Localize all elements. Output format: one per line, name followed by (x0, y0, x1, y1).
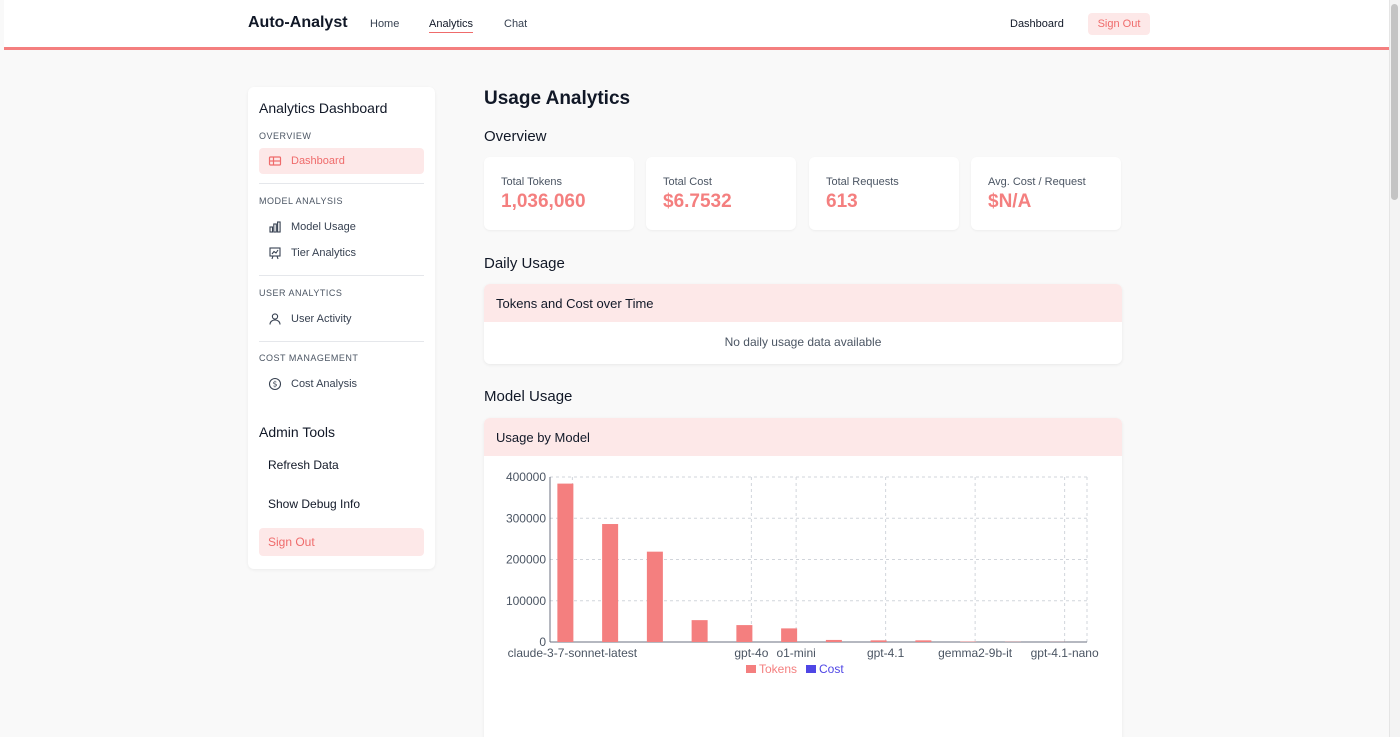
bar-tokens (915, 640, 932, 642)
sidebar-section-overview: OVERVIEW (259, 131, 312, 141)
stat-card-avg-cost: Avg. Cost / Request $N/A (971, 157, 1121, 230)
sidebar-item-user-activity[interactable]: User Activity (259, 306, 424, 332)
dollar-circle-icon: $ (268, 377, 282, 391)
sidebar-section-user-analytics: USER ANALYTICS (259, 288, 343, 298)
stat-label: Total Cost (663, 176, 712, 188)
brand-logo[interactable]: Auto-Analyst (248, 14, 348, 31)
usage-by-model-chart: 0 100000 200000 300000 400000 claude-3-7-sonn… (506, 470, 1099, 676)
x-tick-label: gpt-4.1 (867, 646, 905, 660)
table-icon (268, 154, 282, 168)
sidebar-item-label: Tier Analytics (291, 247, 357, 259)
legend-swatch-cost (806, 665, 816, 673)
nav-home-link[interactable]: Home (370, 18, 400, 30)
bar-tokens (781, 628, 798, 642)
legend-swatch-tokens (746, 665, 756, 673)
bar-tokens (646, 551, 663, 642)
bar-tokens (602, 524, 619, 642)
x-tick-label: o1-mini (776, 646, 815, 660)
sidebar-item-label: Model Usage (291, 221, 356, 233)
bar-tokens (825, 639, 842, 642)
y-tick-label: 0 (539, 635, 546, 649)
legend-label-tokens: Tokens (759, 662, 797, 676)
sidebar-item-label: User Activity (291, 313, 352, 325)
daily-usage-heading: Daily Usage (484, 255, 565, 272)
stat-label: Avg. Cost / Request (988, 176, 1086, 188)
bar-tokens (870, 640, 887, 642)
model-usage-panel: Usage by Model 0 100000 200000 300000 400000… (484, 418, 1122, 737)
nav-signout-button[interactable]: Sign Out (1088, 13, 1150, 35)
model-usage-heading: Model Usage (484, 388, 573, 405)
sidebar-title: Analytics Dashboard (259, 100, 388, 116)
svg-text:$: $ (273, 380, 278, 389)
panel-title: Usage by Model (484, 418, 1122, 456)
stat-value: $N/A (988, 191, 1032, 212)
sidebar-section-model-analysis: MODEL ANALYSIS (259, 196, 344, 206)
y-tick-label: 100000 (506, 594, 546, 608)
y-tick-label: 400000 (506, 470, 546, 484)
top-navbar: Auto-Analyst Home Analytics Chat Dashboa… (4, 0, 1389, 50)
stat-label: Total Requests (826, 176, 899, 188)
daily-usage-panel: Tokens and Cost over Time No daily usage… (484, 284, 1122, 364)
empty-state-message: No daily usage data available (724, 335, 882, 349)
sidebar-item-tier-analytics[interactable]: Tier Analytics (259, 240, 424, 266)
sidebar-divider (259, 341, 424, 342)
sidebar-item-dashboard[interactable]: Dashboard (259, 148, 424, 174)
sidebar-item-cost-analysis[interactable]: $ Cost Analysis (259, 371, 424, 397)
page-title: Usage Analytics (484, 88, 631, 109)
show-debug-info-button[interactable]: Show Debug Info (268, 497, 361, 511)
nav-analytics-link[interactable]: Analytics (429, 18, 474, 33)
sidebar-item-label: Dashboard (291, 155, 345, 167)
x-tick-label: gemma2-9b-it (938, 646, 1013, 660)
sidebar: Analytics Dashboard OVERVIEW Dashboard M… (248, 87, 435, 569)
admin-tools-title: Admin Tools (259, 424, 336, 440)
x-tick-label: gpt-4.1-nano (1031, 646, 1099, 660)
stat-value: 1,036,060 (501, 191, 586, 212)
bar-tokens (691, 620, 708, 642)
sidebar-item-label: Cost Analysis (291, 378, 358, 390)
nav-chat-link[interactable]: Chat (504, 18, 528, 30)
bar-tokens (736, 625, 753, 642)
stat-card-total-cost: Total Cost $6.7532 (646, 157, 796, 230)
y-tick-label: 300000 (506, 511, 546, 525)
stat-value: 613 (826, 191, 858, 212)
stat-card-total-requests: Total Requests 613 (809, 157, 959, 230)
bar-chart-icon (268, 220, 282, 234)
sidebar-divider (259, 183, 424, 184)
x-tick-label: gpt-4o (734, 646, 768, 660)
legend-label-cost: Cost (819, 662, 844, 676)
y-tick-label: 200000 (506, 553, 546, 567)
panel-title: Tokens and Cost over Time (484, 284, 1122, 322)
sidebar-divider (259, 275, 424, 276)
stat-value: $6.7532 (663, 191, 732, 212)
stat-label: Total Tokens (501, 176, 562, 188)
overview-heading: Overview (484, 128, 547, 145)
sidebar-section-cost-management: COST MANAGEMENT (259, 353, 359, 363)
scrollbar-track[interactable] (1389, 0, 1400, 737)
refresh-data-button[interactable]: Refresh Data (268, 458, 339, 472)
presentation-chart-icon (268, 246, 282, 260)
stat-card-total-tokens: Total Tokens 1,036,060 (484, 157, 634, 230)
sidebar-signout-button[interactable]: Sign Out (259, 528, 424, 556)
bar-tokens (557, 483, 574, 642)
nav-dashboard-link[interactable]: Dashboard (1010, 18, 1064, 30)
x-tick-label: claude-3-7-sonnet-latest (508, 646, 638, 660)
users-icon (268, 312, 282, 326)
scrollbar-thumb[interactable] (1391, 4, 1398, 200)
sidebar-item-model-usage[interactable]: Model Usage (259, 214, 424, 240)
